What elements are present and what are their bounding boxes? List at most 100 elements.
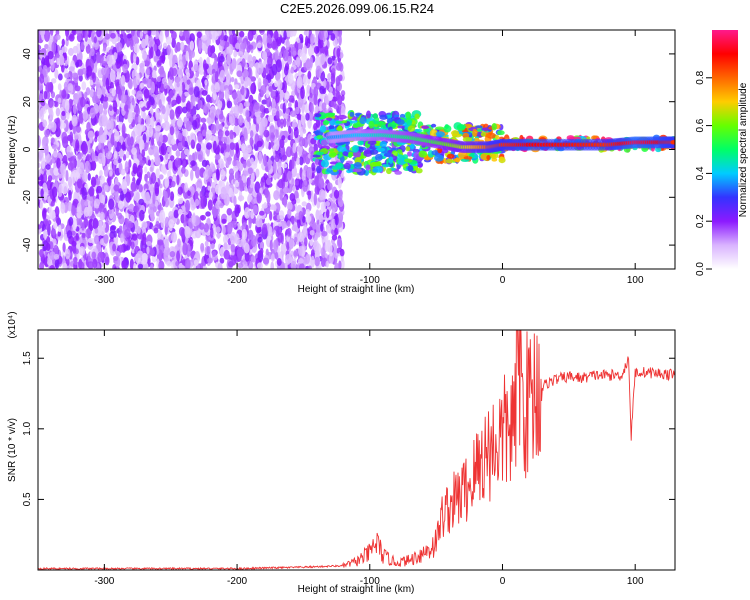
heatmap-cell — [189, 33, 196, 43]
heatmap-cell — [65, 30, 70, 38]
heatmap-cell — [379, 141, 387, 148]
heatmap-cell — [324, 45, 329, 57]
heatmap-cell — [198, 39, 202, 53]
heatmap-cell — [119, 102, 125, 109]
heatmap-cell — [61, 64, 65, 73]
heatmap-cell — [286, 220, 291, 228]
heatmap-cell — [336, 47, 341, 58]
heatmap-cell — [169, 250, 176, 258]
heatmap-cell — [239, 180, 244, 192]
heatmap-cell — [186, 111, 192, 119]
heatmap-cell — [282, 80, 287, 94]
heatmap-cell — [325, 201, 330, 207]
heatmap-cell — [101, 114, 108, 127]
heatmap-cell — [131, 97, 135, 106]
heatmap-cell — [180, 213, 185, 224]
heatmap-cell — [129, 258, 134, 269]
heatmap-cell — [159, 134, 164, 143]
heatmap-cell — [40, 98, 46, 107]
heatmap-cell — [86, 121, 91, 132]
heatmap-cell — [51, 144, 58, 150]
heatmap-cell — [78, 111, 84, 124]
heatmap-cell — [330, 33, 336, 41]
heatmap-cell — [103, 108, 108, 116]
heatmap-cell — [315, 65, 322, 79]
heatmap-cell — [320, 159, 329, 168]
heatmap-cell — [261, 223, 268, 235]
heatmap-cell — [250, 172, 255, 182]
heatmap-cell — [120, 168, 126, 176]
heatmap-cell — [85, 43, 91, 54]
heatmap-cell — [113, 184, 120, 192]
heatmap-cell — [280, 242, 287, 255]
heatmap-cell — [367, 140, 377, 145]
heatmap-cell — [164, 177, 170, 189]
heatmap-cell — [155, 168, 160, 179]
heatmap-cell — [256, 42, 262, 49]
heatmap-cell — [308, 265, 312, 269]
heatmap-cell — [131, 89, 136, 96]
heatmap-cell — [435, 131, 445, 137]
heatmap-cell — [150, 209, 155, 222]
heatmap-cell — [352, 122, 361, 128]
heatmap-cell — [42, 119, 48, 128]
heatmap-cell — [116, 41, 123, 53]
heatmap-cell — [259, 104, 265, 113]
heatmap-cell — [39, 30, 46, 36]
heatmap-cell — [108, 142, 112, 151]
heatmap-cell — [60, 122, 67, 129]
heatmap-cell — [38, 82, 44, 91]
heatmap-cell — [315, 209, 320, 221]
heatmap-cell — [292, 142, 297, 154]
heatmap-cell — [325, 224, 331, 233]
heatmap-cell — [287, 55, 293, 65]
heatmap-cell — [210, 227, 214, 239]
heatmap-cell — [113, 255, 119, 262]
heatmap-cell — [52, 222, 58, 230]
heatmap-cell — [327, 57, 333, 65]
heatmap-cell — [291, 178, 295, 186]
heatmap-cell — [226, 214, 233, 223]
heatmap-cell — [275, 129, 279, 138]
heatmap-cell — [167, 145, 172, 153]
heatmap-cell — [99, 227, 106, 237]
heatmap-cell — [289, 110, 297, 118]
heatmap-cell — [84, 160, 91, 174]
heatmap-cell — [163, 190, 168, 203]
heatmap-cell — [128, 203, 135, 212]
heatmap-cell — [179, 30, 184, 37]
heatmap-cell — [176, 82, 180, 88]
heatmap-cell — [184, 182, 189, 194]
heatmap-cell — [84, 30, 88, 42]
heatmap-cell — [51, 186, 58, 198]
heatmap-cell — [65, 169, 69, 182]
heatmap-cell — [334, 227, 339, 236]
heatmap-cell — [93, 36, 97, 44]
heatmap-cell — [163, 120, 170, 132]
heatmap-cell — [44, 30, 50, 42]
heatmap-cell — [141, 252, 148, 265]
heatmap-cell — [292, 50, 297, 56]
heatmap-cell — [206, 142, 213, 150]
heatmap-cell — [55, 126, 61, 138]
heatmap-cell — [404, 158, 413, 163]
heatmap-cell — [159, 30, 164, 44]
heatmap-cell — [407, 125, 416, 133]
heatmap-cell — [176, 105, 183, 115]
heatmap-cell — [237, 195, 245, 202]
heatmap-cell — [71, 205, 76, 216]
heatmap-cell — [65, 35, 70, 41]
heatmap-cell — [47, 50, 54, 60]
heatmap-cell — [414, 128, 423, 133]
heatmap-cell — [304, 237, 308, 247]
heatmap-cell — [39, 249, 44, 258]
heatmap-cell — [379, 114, 388, 120]
heatmap-cell — [154, 157, 161, 166]
heatmap-cell — [67, 83, 74, 91]
heatmap-cell — [174, 157, 181, 168]
heatmap-cell — [196, 178, 203, 190]
heatmap-cell — [96, 185, 103, 194]
heatmap-cell — [210, 124, 217, 135]
heatmap-cell — [41, 157, 46, 170]
heatmap-cell — [124, 104, 129, 112]
